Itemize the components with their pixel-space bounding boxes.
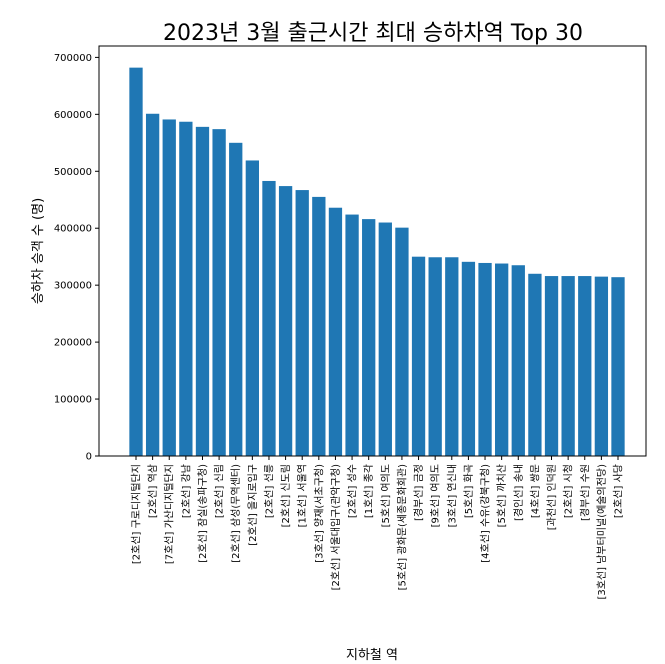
x-tick-label: [2호선] 신림: [214, 464, 226, 518]
bar: [578, 276, 592, 456]
x-tick-label: [2호선] 을지로입구: [246, 464, 259, 546]
x-tick-label: [경부선] 금정: [412, 464, 425, 521]
bar: [611, 277, 625, 456]
x-tick-label: [2호선] 시청: [563, 464, 575, 518]
x-tick-label: [5호선] 화곡: [463, 464, 475, 518]
x-tick-label: [2호선] 서울대입구(관악구청): [329, 464, 342, 590]
x-tick-label: [7호선] 가산디지털단지: [164, 464, 176, 564]
x-tick-label: [2호선] 성수: [347, 464, 359, 518]
x-tick-label: [9호선] 여의도: [430, 464, 442, 527]
y-tick-label: 0: [86, 452, 92, 463]
x-tick-label: [5호선] 여의도: [380, 464, 392, 527]
x-tick-label: [1호선] 서울역: [297, 464, 309, 527]
bar: [395, 227, 409, 456]
bar: [561, 276, 575, 456]
y-axis: 0 100000 200000 300000 400000 500000 600000 700…: [54, 53, 99, 463]
x-tick-label: [3호선] 연신내: [446, 464, 458, 527]
x-tick-label: [5호선] 까치산: [496, 464, 508, 527]
bar: [428, 257, 442, 456]
y-axis-label: 승하차 승객 수 (명): [31, 198, 46, 304]
x-axis-label: 지하철 역: [346, 648, 398, 663]
x-tick-label: [2호선] 역삼: [147, 464, 159, 518]
y-tick-label: 600000: [54, 110, 92, 121]
x-tick-label: [과천선] 인덕원: [546, 464, 558, 530]
bar: [328, 207, 343, 456]
bar: [278, 186, 293, 456]
bar: [362, 219, 376, 456]
bar: [594, 276, 609, 457]
x-tick-label: [2호선] 사당: [613, 464, 625, 518]
bars-group: [129, 67, 625, 457]
x-tick-label: [4호선] 수유(강북구청): [480, 464, 492, 563]
bar: [212, 129, 226, 456]
x-tick-label: [1호선] 종각: [363, 464, 375, 518]
bar: [129, 67, 143, 456]
bar: [445, 257, 459, 456]
bar: [544, 276, 559, 456]
chart-title: 2023년 3월 출근시간 최대 승하차역 Top 30: [163, 21, 583, 46]
bar: [528, 273, 542, 456]
y-tick-label: 500000: [54, 167, 92, 178]
x-tick-label: [2호선] 잠실(송파구청): [197, 464, 209, 563]
bar: [229, 142, 243, 456]
x-tick-label: [2호선] 강남: [180, 464, 192, 518]
x-tick-label: [경부선] 수원: [578, 464, 591, 521]
x-tick-label: [4호선] 쌍문: [529, 464, 541, 518]
x-tick-label: [2호선] 삼성(무역센터): [230, 464, 242, 563]
x-tick-label: [2호선] 신도림: [280, 464, 292, 527]
bar: [461, 261, 476, 456]
bar: [162, 119, 176, 457]
x-axis: [2호선] 구로디지털단지 [2호선] 역삼 [7호선] 가산디지털단지 [2호선] …: [131, 456, 625, 600]
y-tick-label: 700000: [54, 53, 92, 64]
y-tick-label: 400000: [54, 224, 92, 235]
x-tick-label: [5호선] 광화문(세종문화회관): [396, 464, 408, 590]
x-tick-label: [3호선] 양재(서초구청): [313, 464, 325, 563]
bar: [179, 121, 193, 457]
bar: [411, 256, 426, 456]
y-tick-label: 300000: [54, 281, 92, 292]
x-tick-label: [2호선] 구로디지털단지: [131, 464, 143, 564]
x-tick-label: [2호선] 선릉: [263, 464, 275, 518]
bar: [295, 190, 309, 456]
x-tick-label: [경인선] 송내: [512, 464, 525, 521]
x-tick-label: [3호선] 남부터미널(예술의전당): [596, 464, 608, 600]
bar: [511, 265, 525, 456]
bar: [245, 160, 259, 456]
bar: [345, 214, 359, 456]
bar: [312, 196, 326, 456]
bar: [478, 262, 492, 456]
plot-frame: [98, 45, 647, 457]
bar: [145, 113, 160, 456]
y-tick-label: 200000: [54, 338, 92, 349]
bar: [495, 263, 509, 456]
bar: [378, 222, 392, 456]
y-tick-label: 100000: [54, 395, 92, 406]
bar: [262, 180, 276, 456]
bar: [195, 126, 210, 457]
